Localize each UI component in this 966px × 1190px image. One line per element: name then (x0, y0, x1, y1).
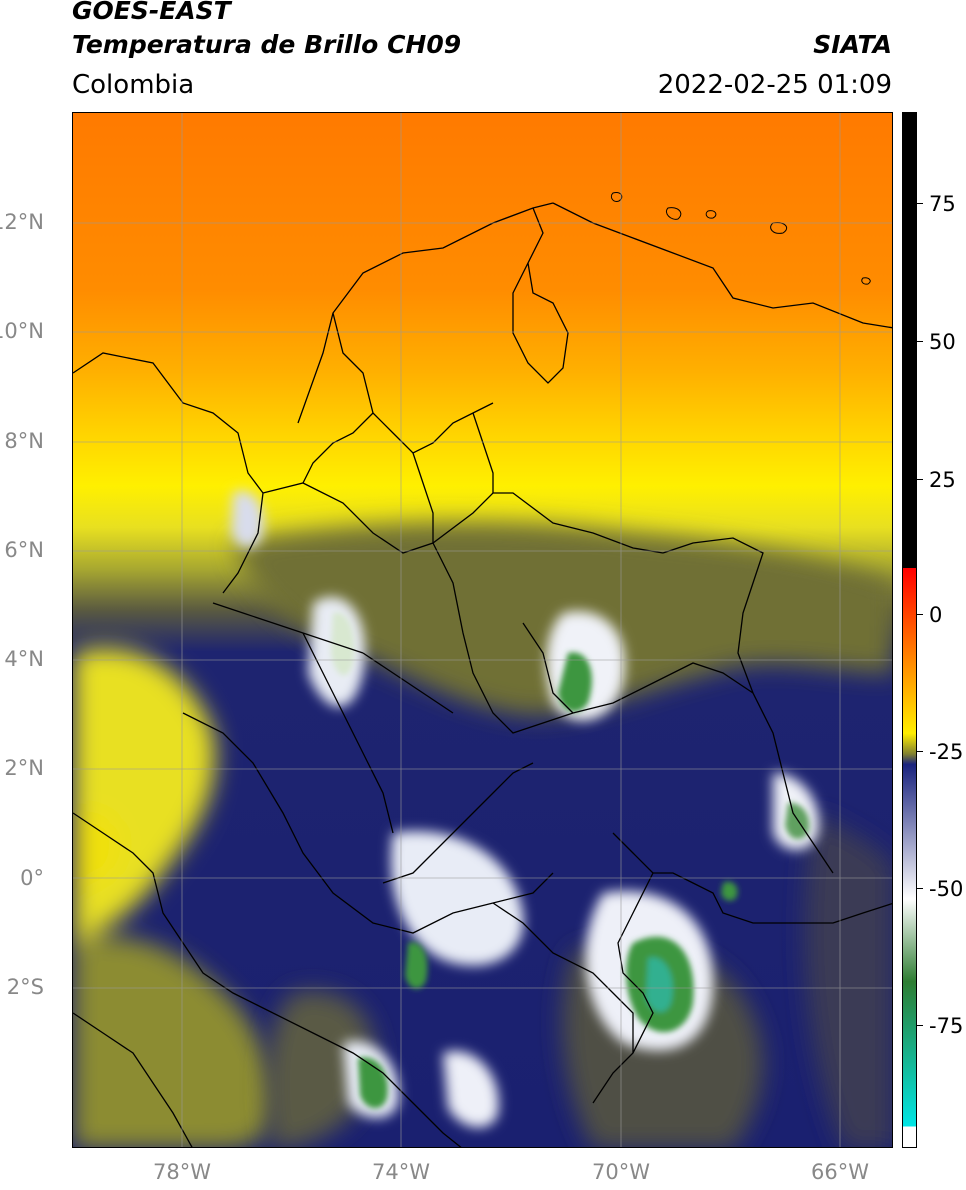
timestamp-label: 2022-02-25 01:09 (657, 70, 892, 100)
region-label: Colombia (72, 70, 195, 100)
lat-label-0: 0° (20, 866, 44, 890)
lat-label-10n: 10°N (0, 319, 44, 343)
colorbar-label-neg25: -25 (929, 740, 964, 764)
political-borders (73, 202, 892, 1147)
colorbar-label-50: 50 (929, 330, 956, 354)
colorbar-label-neg75: -75 (929, 1014, 964, 1038)
temperature-colorbar (902, 112, 917, 1148)
colorbar-tick (917, 614, 923, 615)
lon-label-70w: 70°W (592, 1160, 650, 1184)
graticule (73, 113, 892, 1147)
mid-olive-belt (233, 522, 892, 1147)
colorbar-tick (917, 479, 923, 480)
colorbar-tick (917, 1025, 923, 1026)
colorbar-label-0: 0 (929, 603, 943, 627)
islands (610, 192, 871, 285)
brightness-temperature-map (73, 113, 892, 1147)
colorbar-tick (917, 888, 923, 889)
organization-label: SIATA (813, 30, 892, 59)
colorbar-tick (917, 751, 923, 752)
lon-label-74w: 74°W (372, 1160, 430, 1184)
lat-label-2n: 2°N (4, 756, 44, 780)
colorbar-tick (917, 341, 923, 342)
coldest-cores (331, 612, 810, 1109)
colorbar-tick (917, 203, 923, 204)
lat-label-8n: 8°N (4, 429, 44, 453)
lat-label-2s: 2°S (6, 975, 44, 999)
map-panel[interactable] (72, 112, 893, 1148)
lat-label-6n: 6°N (4, 538, 44, 562)
lat-label-12n: 12°N (0, 210, 44, 234)
colorbar-label-25: 25 (929, 468, 956, 492)
colorbar-label-75: 75 (929, 192, 956, 216)
colorbar-label-neg50: -50 (929, 877, 964, 901)
satellite-title: GOES-EAST (72, 0, 231, 25)
lat-label-4n: 4°N (4, 647, 44, 671)
lon-label-78w: 78°W (153, 1160, 211, 1184)
pacific-warm-region (73, 647, 275, 1147)
product-title: Temperatura de Brillo CH09 (72, 30, 462, 59)
lon-label-66w: 66°W (811, 1160, 869, 1184)
